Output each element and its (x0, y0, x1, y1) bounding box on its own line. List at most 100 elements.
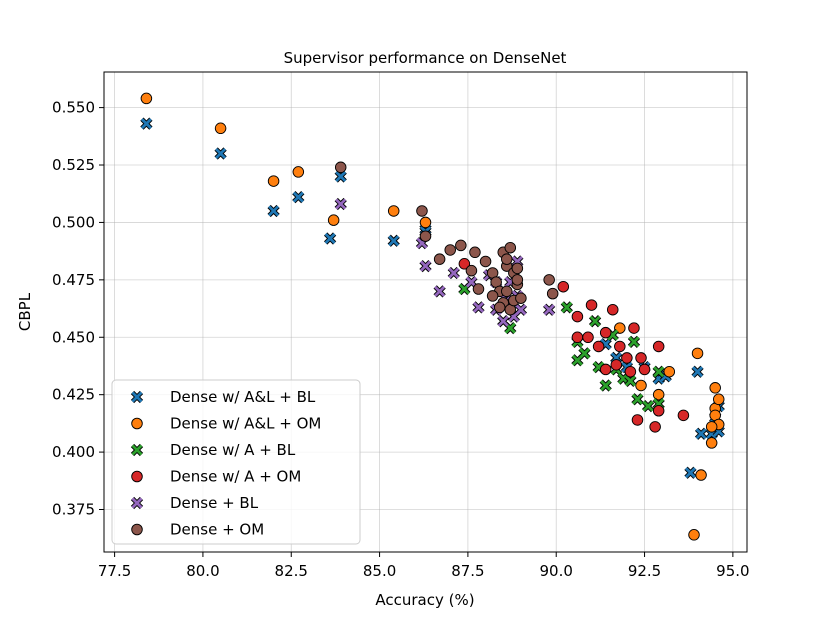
data-point (585, 299, 598, 311)
data-point (691, 365, 704, 378)
data-point (709, 382, 721, 394)
data-point (469, 246, 481, 259)
data-point (649, 421, 661, 433)
data-point (267, 175, 280, 187)
data-point (631, 393, 644, 406)
legend-label: Dense + BL (170, 494, 259, 512)
data-point (691, 347, 704, 360)
legend-entry: Dense + BL (130, 494, 259, 512)
y-tick-label: 0.475 (52, 271, 95, 289)
y-tick-label: 0.425 (52, 386, 95, 404)
data-point (543, 303, 556, 316)
series-5 (334, 161, 559, 316)
legend-marker (131, 417, 143, 430)
data-point (571, 331, 584, 344)
data-point (684, 466, 697, 479)
y-tick-label: 0.500 (52, 213, 95, 231)
data-points (140, 92, 725, 541)
y-tick-label: 0.375 (52, 501, 95, 519)
y-axis-label: CBPL (16, 292, 34, 331)
data-point (292, 166, 305, 178)
data-point (621, 352, 633, 364)
x-tick-label: 77.5 (98, 562, 131, 580)
data-point (628, 322, 640, 334)
data-point (652, 365, 665, 378)
data-point (578, 347, 591, 360)
data-point (652, 405, 665, 417)
legend-marker (130, 496, 144, 510)
data-point (641, 400, 655, 413)
data-point (705, 437, 718, 449)
legend-entry: Dense w/ A + OM (131, 468, 301, 486)
legend-entry: Dense w/ A&L + OM (131, 415, 321, 433)
data-point (465, 264, 478, 277)
data-point (292, 191, 305, 204)
data-point (571, 310, 584, 323)
data-point (652, 340, 665, 353)
x-tick-label: 85.0 (363, 562, 396, 580)
data-point (387, 234, 400, 247)
data-point (592, 340, 605, 353)
data-point (334, 170, 347, 183)
data-point (140, 92, 153, 105)
data-point (419, 259, 432, 273)
data-point (497, 315, 510, 328)
data-point (582, 331, 594, 344)
data-point (433, 285, 446, 298)
data-point (334, 161, 347, 174)
legend-marker (131, 470, 143, 483)
data-point (334, 197, 347, 211)
legend-frame (111, 379, 361, 545)
data-point (695, 469, 707, 481)
x-axis-ticks: 77.5 80.0 82.5 85.0 87.5 90.0 92.5 95.0 (98, 552, 750, 580)
data-point (588, 315, 602, 328)
y-tick-label: 0.400 (52, 443, 95, 461)
legend-marker (130, 390, 144, 404)
data-point (614, 340, 626, 353)
data-point (652, 388, 665, 401)
legend-entry: Dense w/ A&L + BL (130, 388, 316, 406)
series-4 (334, 197, 556, 328)
data-point (638, 363, 651, 376)
data-point (677, 409, 690, 422)
x-tick-label: 82.5 (275, 562, 308, 580)
data-point (479, 255, 492, 268)
series-2 (458, 282, 665, 413)
y-tick-label: 0.525 (52, 156, 95, 174)
y-axis-ticks: 0.375 0.400 0.425 0.450 0.475 0.500 0.525 0.550 (52, 99, 104, 519)
data-point (627, 335, 641, 348)
series-3 (458, 258, 690, 433)
data-point (592, 360, 605, 374)
legend-entry: Dense + OM (131, 521, 264, 539)
data-point (712, 393, 725, 406)
data-point (458, 258, 471, 270)
data-point (323, 232, 337, 245)
data-point (511, 262, 524, 275)
x-tick-label: 87.5 (451, 562, 484, 580)
data-point (546, 287, 559, 300)
data-point (631, 414, 644, 426)
data-point (688, 529, 700, 541)
data-point (694, 427, 708, 440)
data-point (493, 301, 506, 314)
data-point (560, 301, 573, 314)
data-point (501, 285, 513, 298)
legend-entry: Dense w/ A + BL (130, 441, 296, 459)
plot-frame (103, 71, 748, 553)
data-point (444, 244, 456, 256)
data-point (455, 239, 467, 252)
x-axis-label: Accuracy (%) (375, 591, 474, 609)
legend-label: Dense + OM (170, 521, 264, 539)
legend-label: Dense w/ A + OM (170, 468, 301, 486)
data-point (599, 326, 612, 339)
data-point (557, 280, 570, 293)
data-point (606, 303, 619, 316)
data-point (599, 363, 612, 376)
data-point (624, 374, 637, 388)
legend-marker (131, 523, 143, 536)
data-point (511, 274, 524, 286)
data-point (416, 205, 428, 217)
legend-marker (130, 443, 144, 457)
data-point (635, 352, 647, 364)
